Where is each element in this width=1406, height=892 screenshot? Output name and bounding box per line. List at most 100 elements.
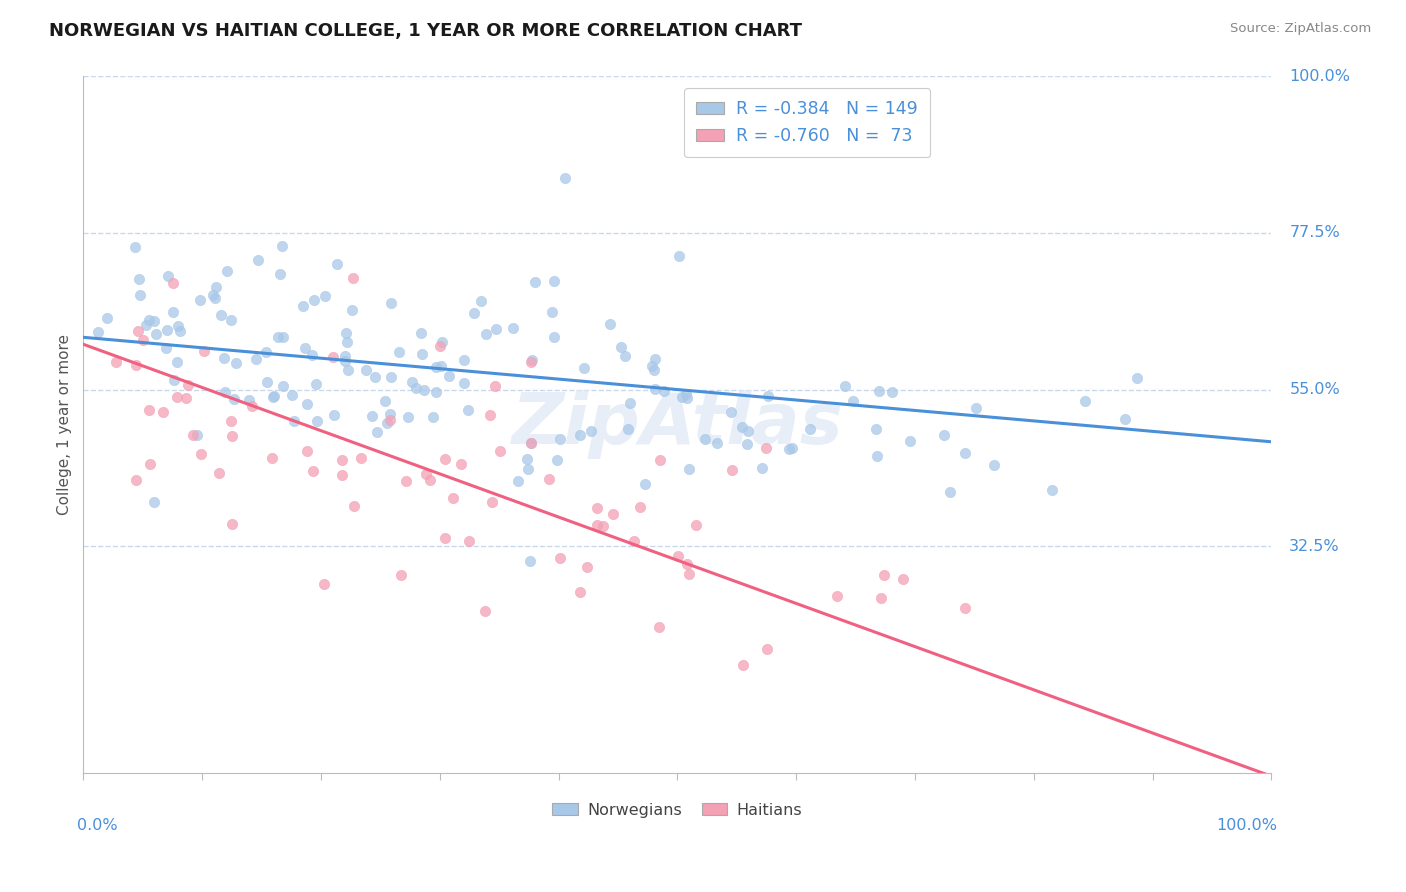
Point bbox=[865, 422, 887, 436]
Point bbox=[756, 641, 779, 656]
Point bbox=[585, 517, 607, 532]
Text: Source: ZipAtlas.com: Source: ZipAtlas.com bbox=[1230, 22, 1371, 36]
Point bbox=[157, 268, 180, 283]
Point bbox=[825, 589, 848, 603]
Point bbox=[1040, 483, 1063, 498]
Point bbox=[685, 517, 707, 532]
Point bbox=[209, 308, 232, 322]
Point bbox=[174, 392, 197, 406]
Point bbox=[430, 335, 453, 350]
Point bbox=[574, 360, 596, 375]
Point bbox=[166, 318, 188, 333]
Point bbox=[152, 405, 174, 419]
Point bbox=[388, 344, 411, 359]
Point bbox=[652, 384, 675, 398]
Point bbox=[520, 353, 543, 368]
Point bbox=[301, 464, 323, 478]
Point bbox=[342, 270, 364, 285]
Point bbox=[678, 566, 700, 581]
Point bbox=[628, 500, 651, 515]
Point bbox=[516, 451, 538, 466]
Point bbox=[614, 349, 637, 363]
Point bbox=[581, 424, 603, 438]
Point bbox=[939, 484, 962, 499]
Point bbox=[139, 458, 162, 472]
Point bbox=[643, 363, 665, 377]
Point bbox=[898, 434, 921, 449]
Point bbox=[138, 313, 160, 327]
Point bbox=[1126, 371, 1149, 385]
Point bbox=[96, 310, 118, 325]
Legend: Norwegians, Haitians: Norwegians, Haitians bbox=[546, 797, 808, 824]
Point bbox=[489, 443, 512, 458]
Point bbox=[647, 619, 669, 633]
Point bbox=[695, 432, 717, 446]
Point bbox=[537, 472, 560, 486]
Point bbox=[128, 272, 150, 286]
Point bbox=[524, 275, 547, 289]
Point bbox=[271, 239, 294, 253]
Point bbox=[193, 343, 215, 358]
Point bbox=[425, 359, 447, 374]
Point bbox=[188, 293, 211, 307]
Point bbox=[186, 428, 208, 442]
Point bbox=[756, 389, 779, 403]
Point bbox=[430, 359, 453, 373]
Point bbox=[953, 600, 976, 615]
Point bbox=[124, 240, 146, 254]
Point bbox=[294, 341, 316, 355]
Point bbox=[737, 424, 759, 438]
Point bbox=[422, 410, 444, 425]
Point bbox=[644, 351, 666, 366]
Point bbox=[181, 428, 204, 442]
Point bbox=[411, 347, 433, 361]
Point bbox=[354, 363, 377, 377]
Point bbox=[675, 387, 697, 401]
Point bbox=[633, 477, 655, 491]
Point bbox=[238, 392, 260, 407]
Point bbox=[576, 560, 599, 574]
Point bbox=[132, 333, 155, 347]
Point bbox=[361, 409, 384, 424]
Point bbox=[333, 353, 356, 368]
Point bbox=[245, 352, 267, 367]
Point bbox=[735, 436, 758, 450]
Point bbox=[395, 475, 418, 489]
Point bbox=[433, 532, 456, 546]
Point bbox=[283, 414, 305, 428]
Point bbox=[380, 296, 402, 310]
Point bbox=[145, 326, 167, 341]
Point bbox=[834, 378, 856, 392]
Point bbox=[586, 501, 609, 516]
Point bbox=[548, 432, 571, 446]
Point bbox=[450, 457, 472, 471]
Point bbox=[778, 442, 800, 456]
Point bbox=[295, 397, 318, 411]
Point bbox=[240, 399, 263, 413]
Point bbox=[882, 384, 904, 399]
Point bbox=[644, 382, 666, 396]
Point bbox=[221, 429, 243, 443]
Point bbox=[541, 305, 564, 319]
Point bbox=[485, 322, 508, 336]
Point bbox=[641, 359, 664, 374]
Point bbox=[366, 425, 388, 440]
Point bbox=[204, 291, 226, 305]
Point bbox=[782, 441, 804, 455]
Point bbox=[602, 507, 624, 521]
Point bbox=[610, 340, 633, 354]
Point bbox=[873, 567, 896, 582]
Point bbox=[519, 554, 541, 568]
Point bbox=[419, 473, 441, 487]
Point bbox=[128, 288, 150, 302]
Point bbox=[619, 396, 641, 410]
Point bbox=[965, 401, 987, 415]
Point bbox=[125, 473, 148, 487]
Point bbox=[470, 293, 492, 308]
Point bbox=[411, 326, 433, 340]
Point bbox=[208, 466, 231, 480]
Point bbox=[169, 324, 191, 338]
Point bbox=[162, 276, 184, 290]
Point bbox=[668, 249, 690, 263]
Point bbox=[143, 494, 166, 508]
